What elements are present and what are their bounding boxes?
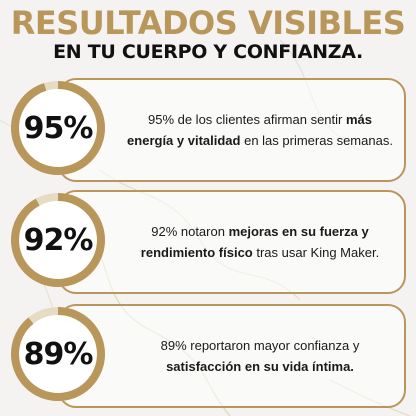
stat-highlight-1: más energía y vitalidad (127, 112, 372, 148)
page-subtitle: EN TU CUERPO Y CONFIANZA. (53, 41, 363, 63)
stat-text-1: 95% de los clientes afirman sentir más e… (127, 112, 393, 148)
percent-label-1: 95% (23, 110, 94, 146)
stat-highlight-3: satisfacción en su vida íntima. (166, 359, 354, 374)
stat-card-2: 92% notaron mejoras en su fuerza y rendi… (58, 190, 406, 294)
stat-text-2: 92% notaron mejoras en su fuerza y rendi… (140, 224, 380, 260)
progress-ring-3: 89% (8, 304, 108, 404)
stat-card-3: 89% reportaron mayor confianza y satisfa… (58, 304, 406, 408)
percent-label-3: 89% (23, 336, 94, 372)
stat-highlight-2: mejoras en su fuerza y rendimiento físic… (140, 224, 369, 260)
stat-text-3: 89% reportaron mayor confianza y satisfa… (160, 338, 360, 374)
page-title: RESULTADOS VISIBLES (10, 4, 406, 42)
stat-card-1: 95% de los clientes afirman sentir más e… (58, 78, 406, 182)
percent-label-2: 92% (23, 222, 94, 258)
progress-ring-1: 95% (8, 78, 108, 178)
progress-ring-2: 92% (8, 190, 108, 290)
